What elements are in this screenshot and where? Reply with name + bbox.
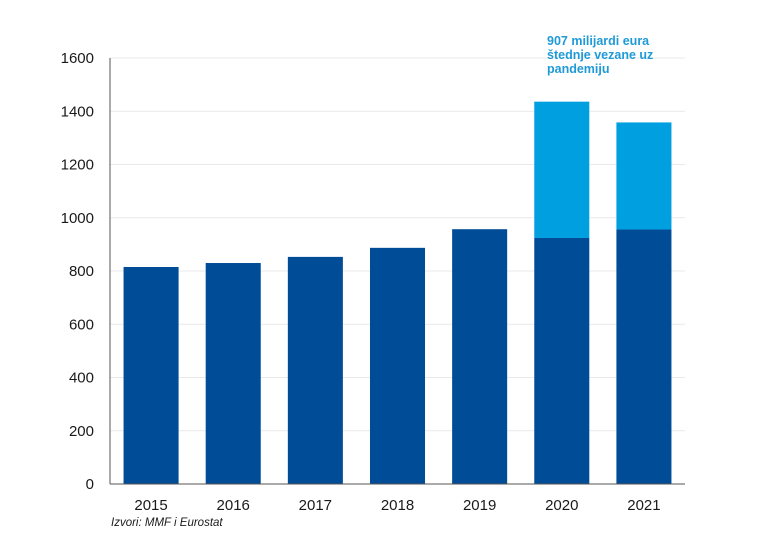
x-tick-label-2018: 2018: [381, 497, 414, 514]
bar-2015-segment-1: [123, 267, 179, 484]
bar-2020-segment-1: [534, 237, 590, 484]
bar-2016-segment-1: [205, 263, 261, 484]
bar-2017-segment-1: [287, 256, 343, 484]
bar-2021-segment-1: [616, 229, 672, 484]
bar-2020-segment-2: [534, 101, 590, 238]
x-tick-label-2016: 2016: [217, 497, 250, 514]
axes: 0 200 400 600 800 1000 1200 1400 1600 2015 2016 201…: [61, 50, 685, 514]
pandemic-savings-annotation: 907 milijardi eura štednje vezane uz pan…: [547, 34, 654, 76]
x-tick-label-2019: 2019: [463, 497, 496, 514]
y-tick-label-1600: 1600: [61, 50, 94, 67]
x-tick-label-2015: 2015: [134, 497, 167, 514]
y-tick-label-1200: 1200: [61, 157, 94, 174]
y-tick-label-600: 600: [69, 316, 94, 333]
y-tick-label-1000: 1000: [61, 210, 94, 227]
x-tick-label-2017: 2017: [299, 497, 332, 514]
bar-2021-segment-2: [616, 122, 672, 230]
source-note: Izvori: MMF i Eurostat: [111, 517, 223, 529]
y-tick-label-800: 800: [69, 263, 94, 280]
bar-2019-segment-1: [452, 229, 508, 484]
y-tick-label-1400: 1400: [61, 103, 94, 120]
y-tick-label-0: 0: [86, 476, 94, 493]
x-tick-label-2021: 2021: [627, 497, 660, 514]
bars: [123, 101, 672, 484]
y-tick-label-400: 400: [69, 370, 94, 387]
x-tick-label-2020: 2020: [545, 497, 578, 514]
bar-2018-segment-1: [369, 247, 426, 484]
y-tick-label-200: 200: [69, 423, 94, 440]
